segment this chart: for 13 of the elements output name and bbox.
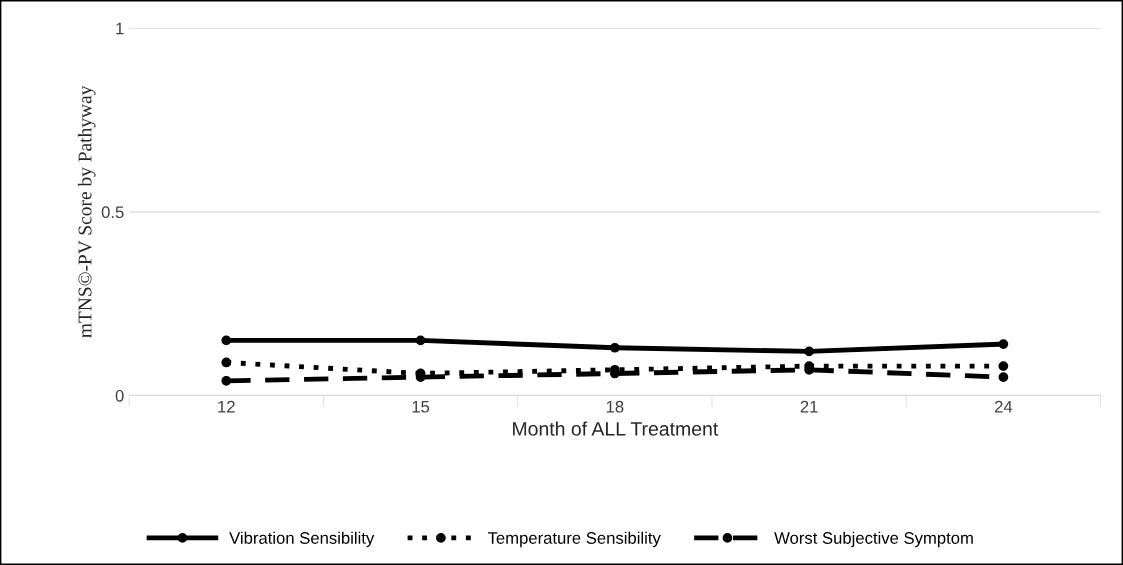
x-tick-label: 24 (994, 400, 1013, 413)
y-tick-label: 0 (115, 389, 124, 402)
x-tick-label: 21 (800, 400, 818, 413)
y-tick-label: 1 (116, 22, 124, 35)
legend-label: Temperature Sensibility (487, 531, 661, 548)
x-tick-label: 18 (606, 400, 624, 413)
y-axis-title: mTNS©-PV Score by Pathyway (77, 85, 96, 338)
x-tick-label: 12 (218, 400, 235, 413)
legend-label: Vibration Sensibility (229, 531, 375, 548)
x-tick-label: 15 (412, 400, 430, 413)
legend-label: Worst Subjective Symptom (774, 531, 973, 548)
x-axis-title: Month of ALL Treatment (513, 421, 719, 436)
y-tick-label: 0.5 (101, 206, 124, 219)
